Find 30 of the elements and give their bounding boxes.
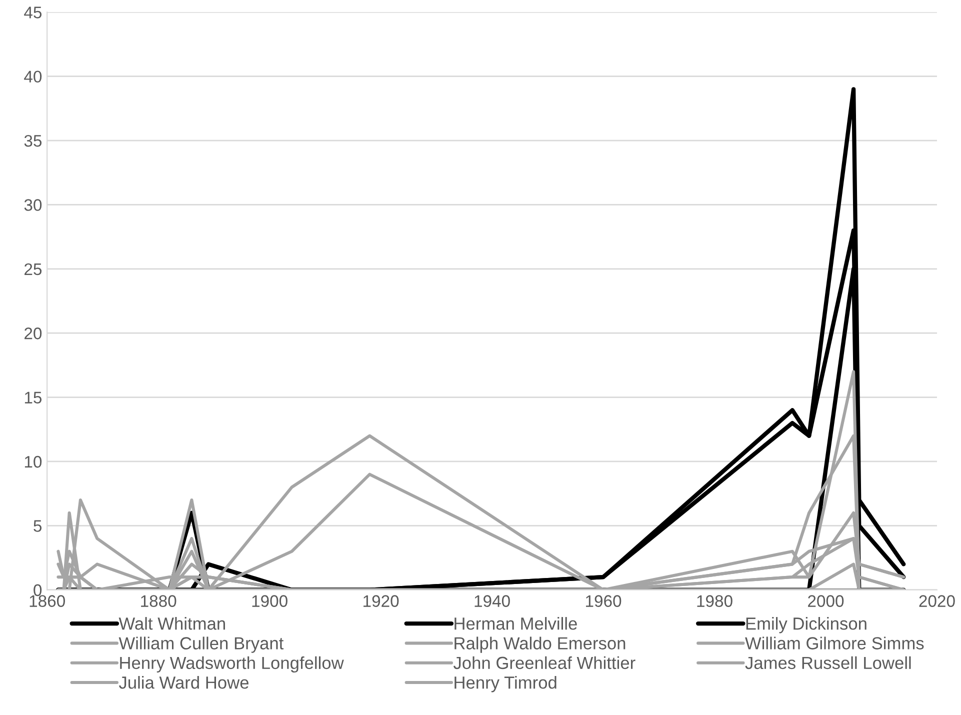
legend-label: James Russell Lowell — [745, 656, 911, 670]
y-tick-label: 15 — [24, 392, 42, 404]
x-tick-label: 1980 — [697, 595, 732, 607]
y-tick-label: 5 — [34, 520, 42, 532]
legend-label: Henry Timrod — [454, 676, 556, 692]
x-tick-label: 1940 — [474, 595, 510, 607]
legend-label: Herman Melville — [454, 617, 577, 630]
x-tick-label: 1920 — [364, 595, 399, 607]
x-tick-label: 2000 — [808, 595, 844, 607]
y-tick-label: 10 — [24, 456, 42, 468]
y-tick-label: 20 — [24, 328, 42, 340]
x-tick-label: 1960 — [586, 595, 622, 607]
y-tick-label: 45 — [24, 6, 42, 18]
x-tick-label: 1900 — [252, 595, 288, 607]
legend-label: Emily Dickinson — [746, 617, 866, 634]
legend-label: Henry Wadsworth Longfellow — [120, 656, 344, 673]
legend-label: John Greenleaf Whittier — [453, 656, 636, 670]
legend-label: Julia Ward Howe — [118, 676, 248, 689]
y-tick-label: 0 — [34, 584, 42, 596]
y-tick-label: 30 — [24, 199, 42, 211]
y-tick-label: 35 — [24, 134, 42, 147]
legend-label: William Gilmore Simms — [745, 636, 924, 650]
y-tick-label: 40 — [24, 70, 42, 83]
y-tick-label: 25 — [24, 263, 42, 276]
x-tick-label: 2020 — [919, 595, 955, 607]
legend-label: Walt Whitman — [118, 617, 225, 630]
x-tick-label: 1860 — [30, 595, 65, 607]
x-tick-label: 1880 — [141, 595, 176, 607]
legend-label: William Cullen Bryant — [118, 636, 284, 653]
legend-label: Ralph Waldo Emerson — [454, 636, 626, 653]
